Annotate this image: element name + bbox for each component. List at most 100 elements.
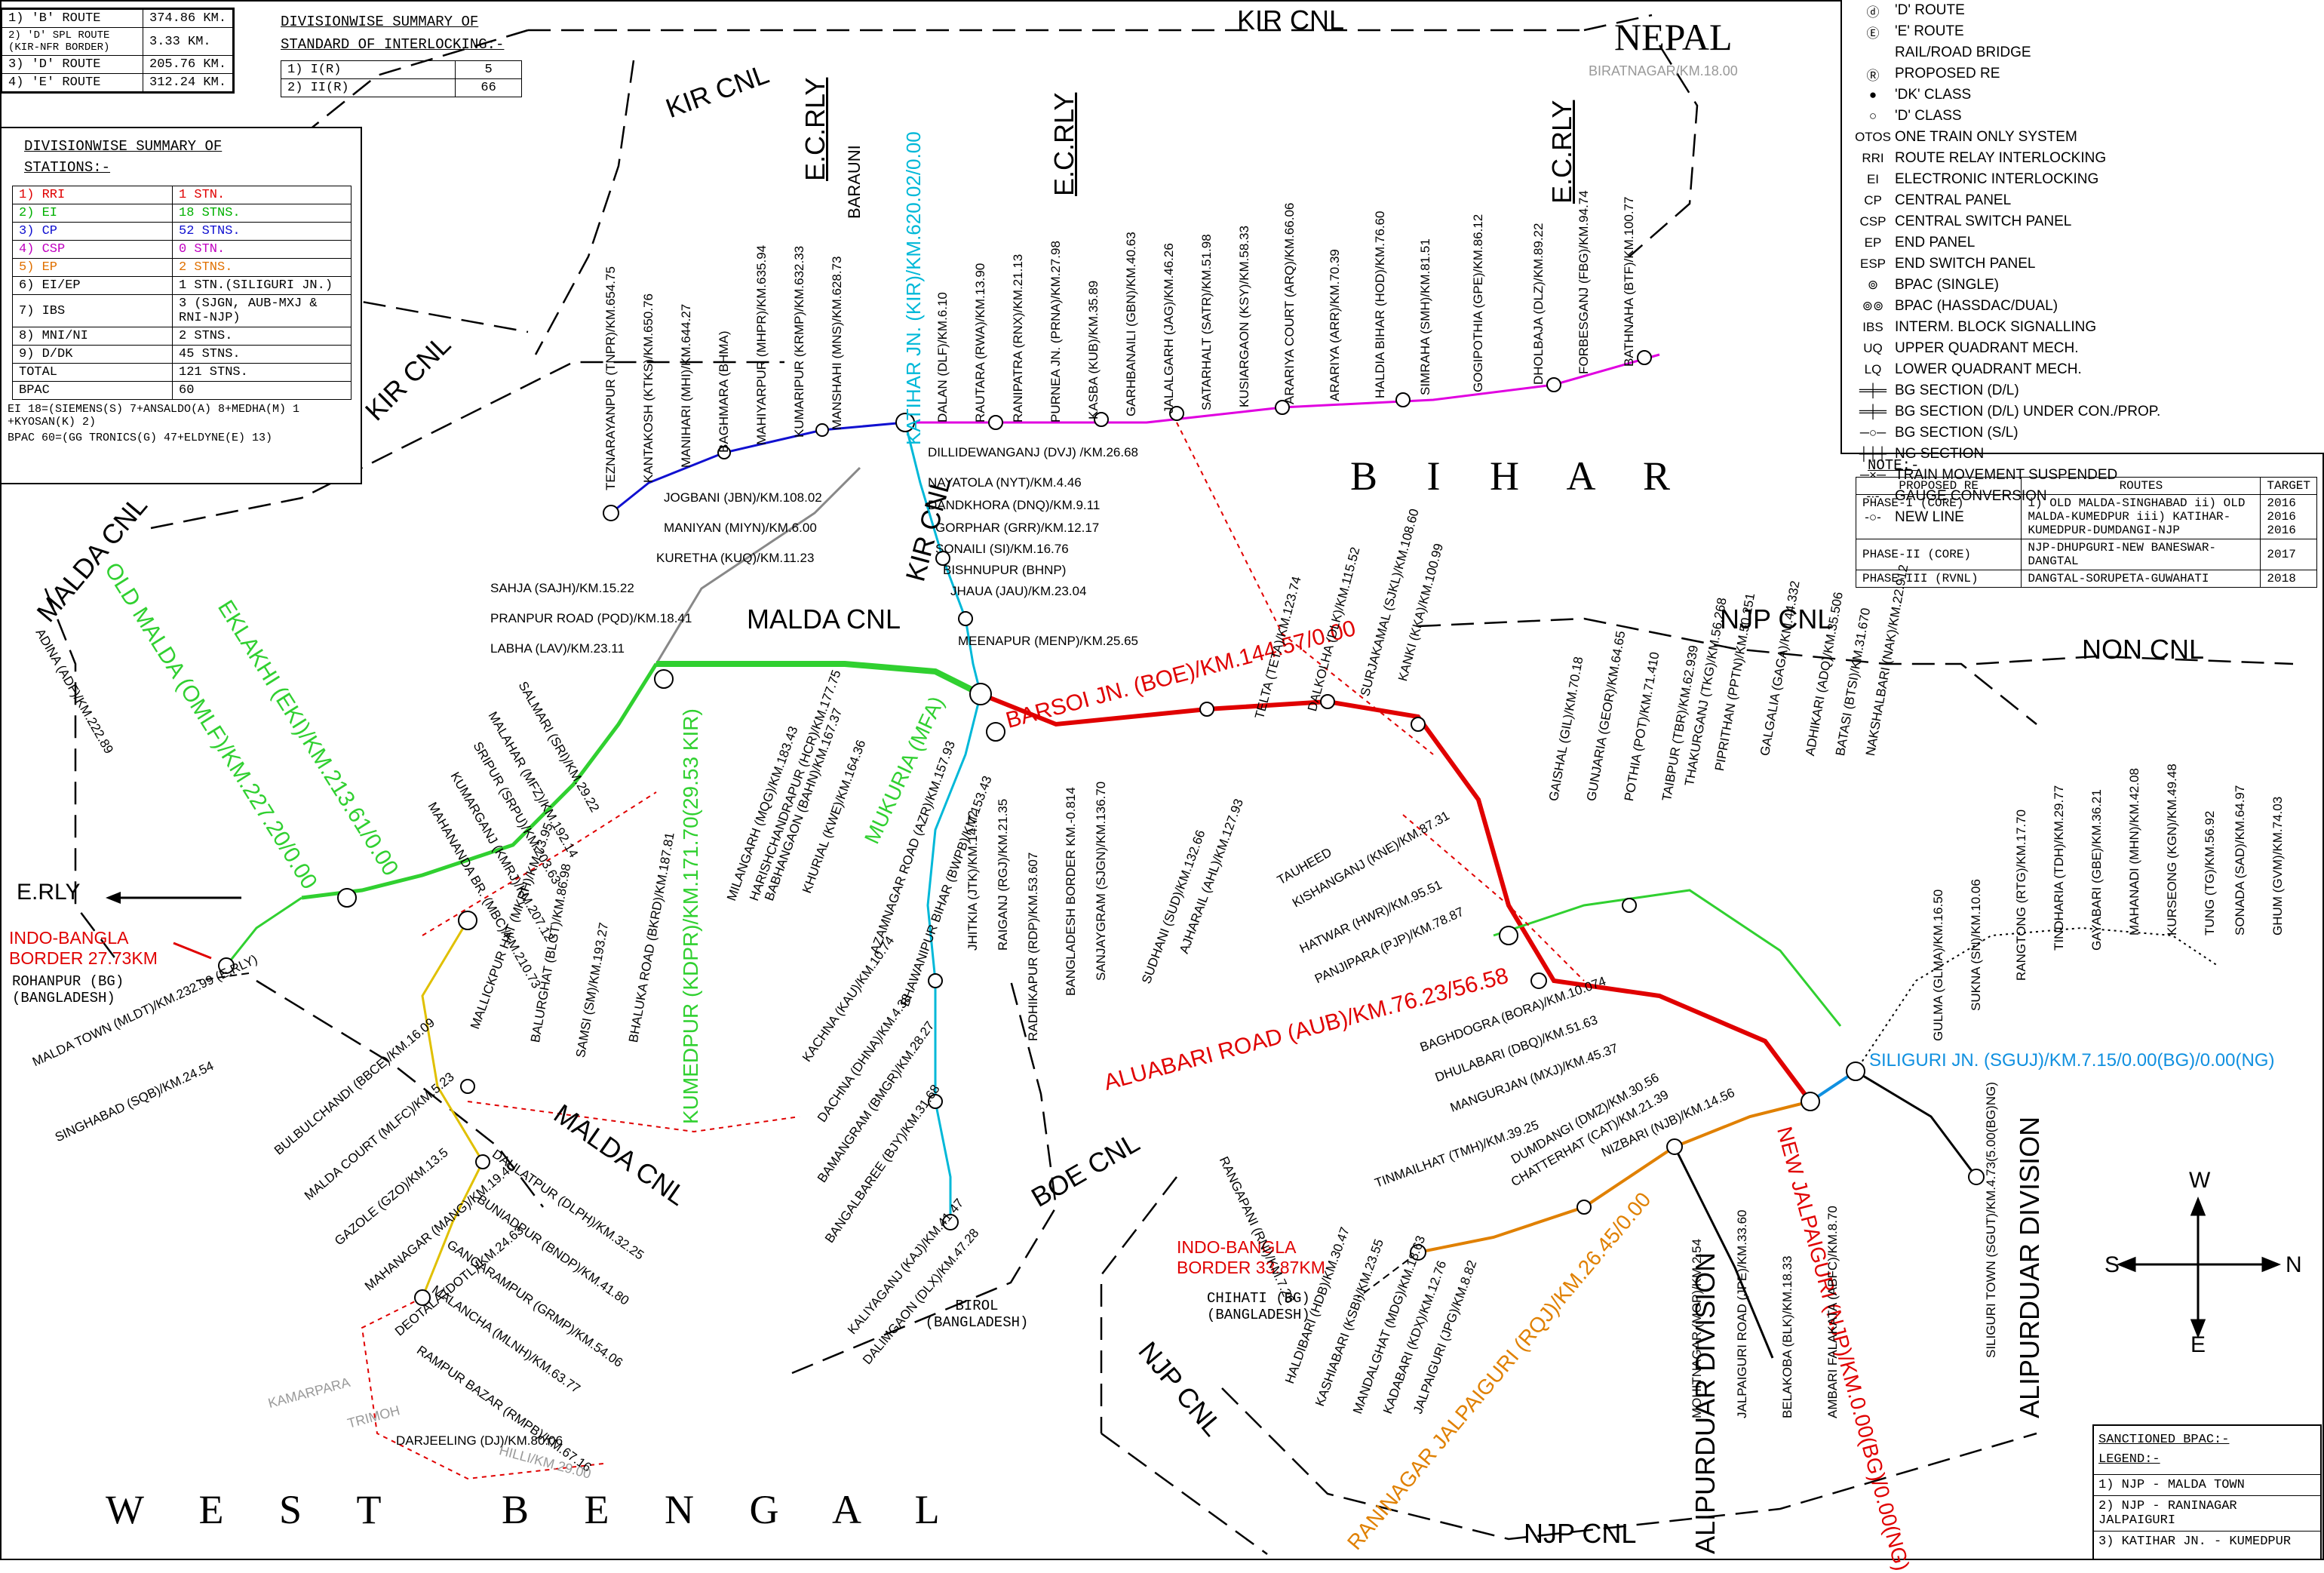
bpac-item: 2) NJP - RANINAGAR JALPAIGURI	[2094, 1495, 2320, 1531]
bihar-label: B I H A R	[1350, 453, 1690, 499]
legend-item: RAIL/ROAD BRIDGE	[1851, 42, 2324, 63]
legend-item: LQ LOWER QUADRANT MECH.	[1851, 359, 2324, 380]
legend-symbol: OTOS	[1855, 130, 1891, 144]
station-label: JOGBANI (JBN)/KM.108.02	[664, 490, 822, 505]
station-label: BAGHMARA (BHMA)	[717, 330, 731, 453]
ecrly-label: E.C.RLY	[800, 77, 830, 181]
legend-text: 'DK' CLASS	[1895, 87, 1972, 103]
station-label: GULMA (GLMA)/KM.16.50	[1931, 889, 1945, 1041]
legend-symbol: ○	[1868, 109, 1877, 123]
summary-label: 7) IBS	[12, 294, 173, 327]
summary-value: 18 STNS.	[172, 204, 352, 223]
table-row: 1) I(R) 5	[280, 60, 522, 79]
station-label: JHAUA (JAU)/KM.23.04	[950, 584, 1087, 598]
legend-text: PROPOSED RE	[1895, 66, 2000, 81]
station-label: KURETHA (KUQ)/KM.11.23	[656, 551, 815, 565]
summary-value: 1 STN.	[172, 186, 352, 204]
station-label: KUMARIPUR (KRMP)/KM.632.33	[792, 245, 806, 438]
summary-label: 1) RRI	[12, 186, 173, 204]
table-row: 7) IBS 3 (SJGN, AUB-MXJ & RNI-NJP)	[12, 294, 352, 327]
legend-symbol: RRI	[1862, 151, 1884, 165]
station-label: KUSIARGAON (KSY)/KM.58.33	[1237, 226, 1251, 407]
junction-label: KATIHAR JN. (KIR)/KM.620.02/0.00	[902, 131, 925, 445]
legend-item: ● 'DK' CLASS	[1851, 84, 2324, 106]
cnl-label: MALDA CNL	[747, 604, 901, 634]
legend-item: ⓓ 'D' ROUTE	[1851, 0, 2324, 21]
summary-value: 3 (SJGN, AUB-MXJ & RNI-NJP)	[172, 294, 352, 327]
nepal-label: NEPAL	[1614, 16, 1733, 58]
station-label: RANGTONG (RTG)/KM.17.70	[2014, 809, 2028, 981]
summary-label: 9) D/DK	[12, 345, 173, 364]
table-row: PHASE-III (RVNL) DANGTAL-SORUPETA-GUWAHA…	[1855, 570, 2317, 588]
station-label: RANIPATRA (RNX)/KM.21.13	[1011, 253, 1025, 422]
summary-label: 4) CSP	[12, 240, 173, 259]
station-label: GORPHAR (GRR)/KM.12.17	[935, 521, 1100, 535]
station-label: MEENAPUR (MENP)/KM.25.65	[958, 634, 1138, 648]
station-summary-table: 1) RRI 1 STN. 2) EI 18 STNS. 3) CP 52 STNS. 4)…	[12, 186, 352, 400]
legend-item: ═╪═ BG SECTION (D/L)	[1851, 380, 2324, 401]
legend-item: RRI ROUTE RELAY INTERLOCKING	[1851, 148, 2324, 169]
legend-symbol: Ⓔ	[1866, 26, 1880, 41]
legend-text: 'D' ROUTE	[1895, 2, 1965, 18]
station-label: BATHNAHA (BTF)/KM.100.77	[1622, 196, 1636, 367]
cnl-label: NON CNL	[2082, 634, 2205, 665]
summary-label: 6) EI/EP	[12, 276, 173, 295]
station-label: SAHJA (SAJH)/KM.15.22	[490, 581, 634, 595]
legend-item: OTOS ONE TRAIN ONLY SYSTEM	[1851, 127, 2324, 148]
note-title: NOTE:-	[1868, 457, 1920, 474]
station-label: GAYABARI (GBE)/KM.36.21	[2089, 789, 2104, 951]
station-label: SATARHALT (SATR)/KM.51.98	[1199, 234, 1214, 410]
legend-text: BPAC (HASSDAC/DUAL)	[1895, 298, 2058, 314]
summary-label: 8) MNI/NI	[12, 327, 173, 346]
table-row: PHASE-II (CORE) NJP-DHUPGURI-NEW BANESWA…	[1855, 539, 2317, 570]
legend-symbol: ═╪═	[1859, 404, 1887, 419]
station-label: DANDKHORA (DNQ)/KM.9.11	[928, 498, 1101, 512]
table-row: 8) MNI/NI 2 STNS.	[12, 327, 352, 346]
summary-value: 52 STNS.	[172, 222, 352, 241]
legend-symbol: ═╪═	[1859, 383, 1887, 398]
legend-text: 'D' CLASS	[1895, 108, 1962, 124]
junction-label: SILIGURI JN. (SGUJ)/KM.7.15/0.00(BG)/0.0…	[1869, 1050, 2275, 1071]
table-row: PHASE-I (CORE) i) OLD MALDA-SINGHABAD ii…	[1855, 494, 2317, 539]
station-label: KURSEONG (KGN)/KM.49.48	[2165, 763, 2179, 936]
station-label: HALDIA BIHAR (HOD)/KM.76.60	[1373, 210, 1387, 398]
note-table: PROPOSED RE ROUTES TARGET PHASE-I (CORE)…	[1855, 477, 2317, 588]
station-label: MANIHARI (MHI)/KM.644.27	[679, 303, 693, 468]
summary-value: 2 STNS.	[172, 327, 352, 346]
table-row: PROPOSED RE ROUTES TARGET	[1855, 477, 2317, 495]
summary-value: 45 STNS.	[172, 345, 352, 364]
legend-symbol: CSP	[1859, 214, 1887, 229]
station-label: SONAILI (SI)/KM.16.76	[935, 542, 1069, 556]
legend-text: RAIL/ROAD BRIDGE	[1895, 45, 2031, 60]
barauni-label: BARAUNI	[845, 145, 864, 219]
station-label: RAUTARA (RWA)/KM.13.90	[973, 263, 987, 422]
legend-text: 'E' ROUTE	[1895, 23, 1964, 39]
station-label: PURNEA JN. (PRNA)/KM.27.98	[1048, 241, 1063, 422]
station-label: TUNG (TG)/KM.56.92	[2203, 810, 2217, 936]
legend-symbol: ─○─	[1859, 426, 1887, 440]
station-label: GHUM (GVM)/KM.74.03	[2270, 796, 2285, 936]
station-label: RAIGANJ (RGJ)/KM.21.35	[996, 798, 1010, 951]
station-label: GOGIPOTHIA (GPE)/KM.86.12	[1471, 214, 1485, 392]
note-box: NOTE:- PROPOSED RE ROUTES TARGET PHASE-I…	[1855, 457, 2323, 588]
summary-label: 3) CP	[12, 222, 173, 241]
station-label: KASBA (KUB)/KM.35.89	[1086, 280, 1101, 419]
legend-item: Ⓡ PROPOSED RE	[1851, 63, 2324, 84]
rohanpur-label: ROHANPUR (BG) (BANGLADESH)	[12, 973, 124, 1006]
legend-symbol: EI	[1866, 172, 1880, 186]
legend-text: END PANEL	[1895, 235, 1976, 250]
table-row: 4) CSP 0 STN.	[12, 240, 352, 259]
biratnagar-label: BIRATNAGAR/KM.18.00	[1589, 63, 1738, 78]
alipurduar-label: ALIPURDUAR DIVISION	[2014, 1116, 2045, 1418]
legend-text: END SWITCH PANEL	[1895, 256, 2036, 272]
station-label: JHITKIA (JTK)/KM.14.72	[966, 810, 980, 951]
station-label: PRANPUR ROAD (PQD)/KM.18.41	[490, 611, 692, 625]
legend-text: UPPER QUADRANT MECH.	[1895, 340, 2079, 356]
table-row: BPAC 60	[12, 381, 352, 400]
indo-bangla-border-label: INDO-BANGLA BORDER 27.73KM	[9, 928, 158, 968]
ecrly-label: E.C.RLY	[1048, 92, 1079, 196]
station-summary-box: DIVISIONWISE SUMMARY OF STATIONS:- 1) RR…	[0, 127, 362, 484]
legend-item: CP CENTRAL PANEL	[1851, 190, 2324, 211]
summary-value: 121 STNS.	[172, 363, 352, 382]
legend-item: EP END PANEL	[1851, 232, 2324, 253]
